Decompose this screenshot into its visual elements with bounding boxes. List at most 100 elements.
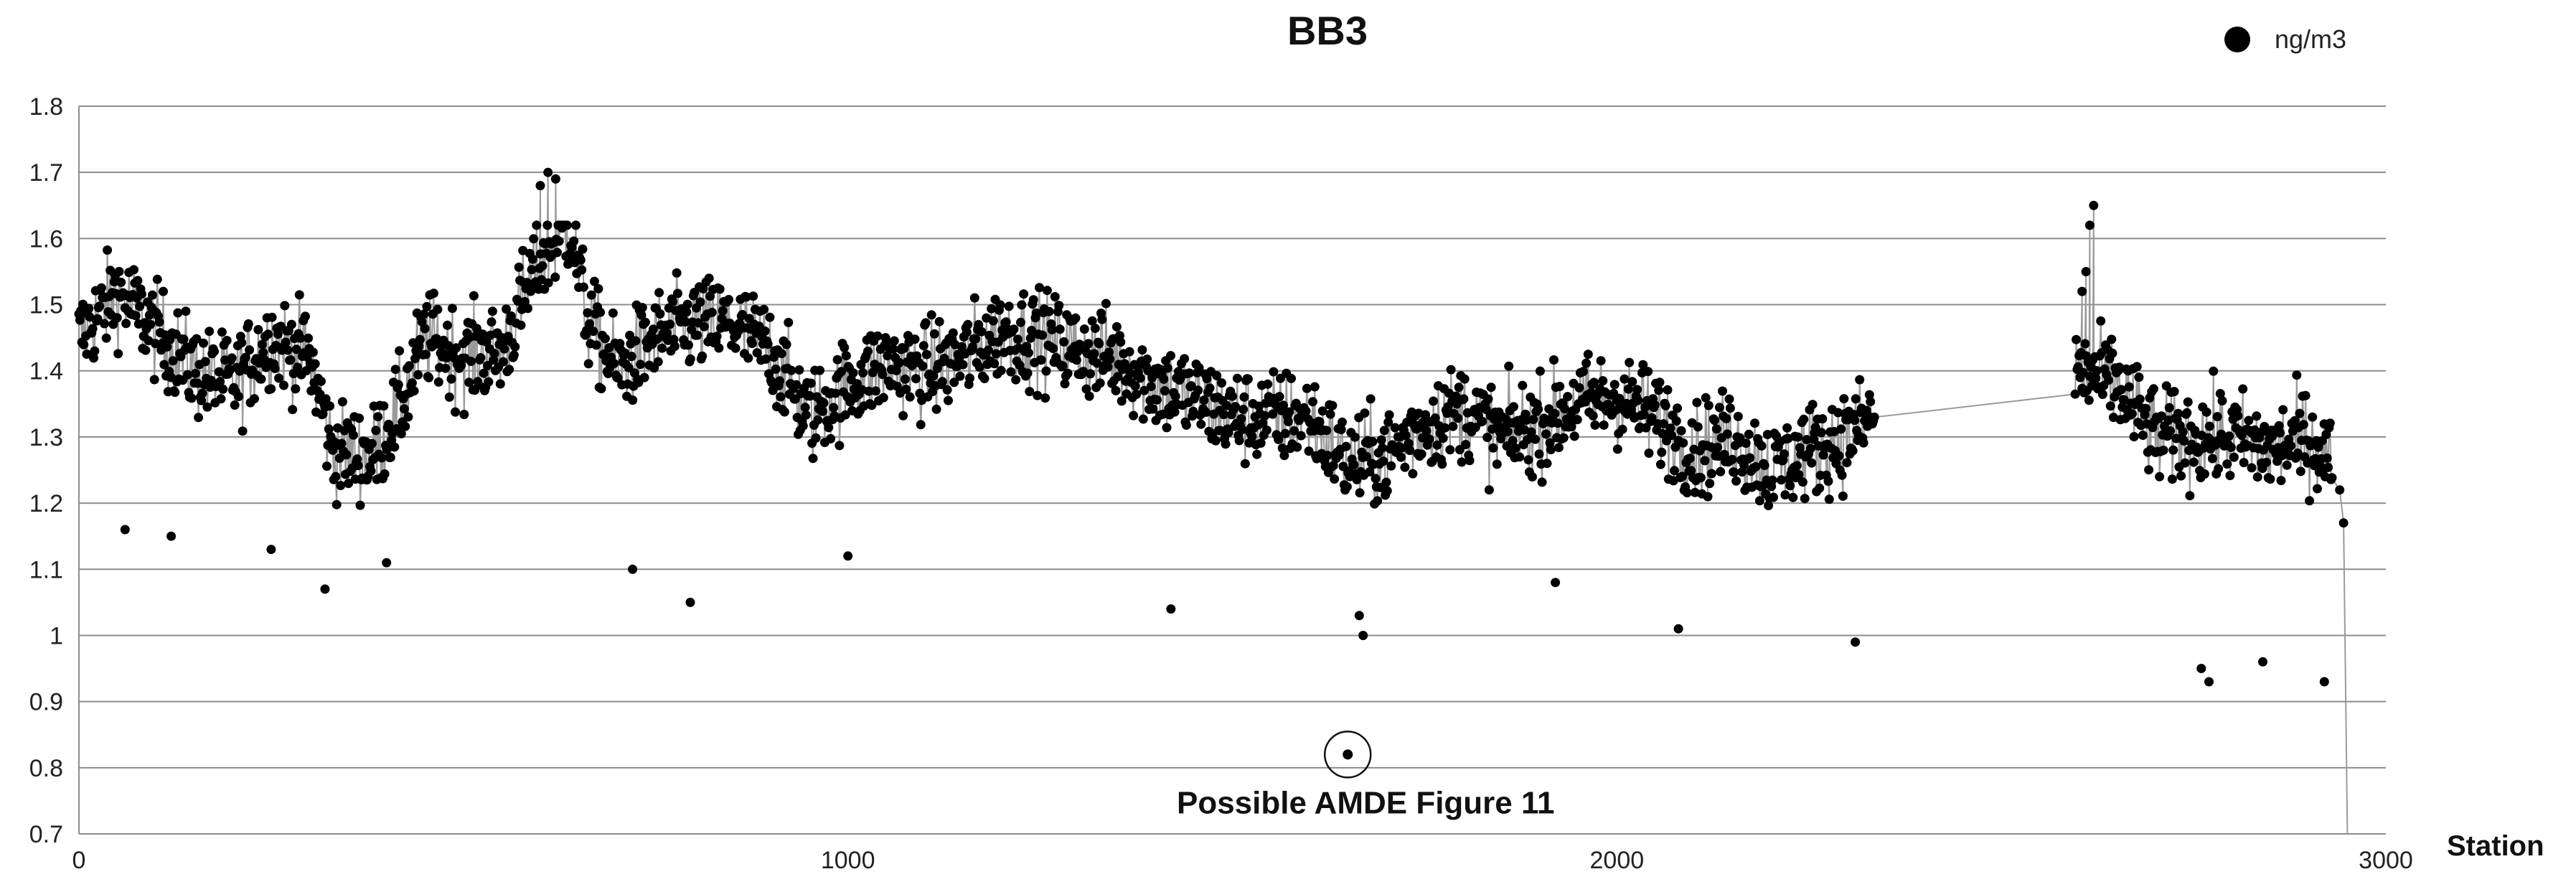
data-point (2338, 518, 2349, 528)
data-point (1287, 373, 1296, 383)
data-point (2290, 416, 2300, 426)
data-point (1188, 406, 1198, 416)
data-point (1453, 413, 1463, 423)
data-point (1304, 446, 1314, 456)
data-point (1654, 385, 1664, 395)
data-point (2156, 411, 2166, 421)
data-point (1851, 637, 1861, 647)
data-point (1279, 451, 1289, 461)
data-point (100, 319, 109, 329)
data-point (1016, 317, 1025, 327)
data-point (1805, 443, 1815, 454)
data-point (1521, 416, 1531, 425)
data-point (1559, 433, 1569, 443)
data-point (301, 311, 310, 321)
data-point (2180, 458, 2190, 468)
data-point (404, 361, 414, 371)
data-point (550, 272, 560, 282)
y-axis-ticks: 0.7 0.8 0.9 1 1.1 1.2 1.3 1.4 1.5 1.6 1.7 1.8 (29, 93, 63, 848)
data-point (469, 291, 479, 301)
data-point (1044, 306, 1054, 316)
data-point (1834, 451, 1844, 461)
data-point (95, 301, 105, 311)
data-point (1138, 414, 1148, 424)
data-point (1477, 416, 1487, 426)
data-point (1725, 403, 1735, 413)
data-point (1553, 418, 1563, 428)
data-point (944, 395, 953, 405)
data-point (1579, 367, 1588, 377)
data-point (626, 352, 636, 362)
data-point (608, 308, 618, 318)
data-point (669, 334, 679, 344)
data-point (1744, 429, 1754, 439)
data-point (1104, 347, 1114, 357)
data-point (1079, 324, 1089, 334)
data-point (1322, 451, 1332, 461)
data-point (1302, 383, 1312, 393)
data-point (955, 371, 965, 381)
data-point (543, 167, 553, 177)
data-point (672, 268, 682, 278)
data-point (250, 394, 259, 404)
data-point (699, 321, 709, 332)
data-point (1152, 395, 1162, 405)
data-point (407, 378, 417, 388)
data-point (291, 344, 301, 355)
data-point (353, 461, 363, 471)
data-point (1055, 324, 1065, 334)
data-point (1130, 381, 1140, 391)
data-point (1526, 427, 1536, 437)
data-point (310, 359, 320, 369)
data-point (1816, 428, 1826, 438)
data-point (553, 248, 562, 258)
data-point (227, 353, 237, 363)
data-point (840, 342, 850, 352)
data-point (447, 304, 457, 314)
data-point (348, 430, 358, 440)
data-point (502, 304, 511, 314)
data-point (1678, 471, 1687, 482)
data-point (2096, 316, 2106, 326)
y-tick-label: 0.9 (29, 689, 63, 716)
data-point (949, 377, 959, 388)
data-point (1869, 412, 1879, 422)
data-point (390, 442, 400, 452)
data-point (900, 374, 910, 384)
data-point (1365, 467, 1375, 476)
data-point (1075, 339, 1084, 349)
data-point (286, 319, 296, 329)
x-tick-label: 0 (72, 847, 86, 874)
data-point (459, 410, 469, 419)
data-point (1644, 449, 1654, 458)
legend-marker (2224, 27, 2250, 52)
data-point (867, 400, 877, 410)
data-point (210, 347, 219, 357)
data-point (665, 319, 675, 329)
data-point (308, 347, 318, 357)
data-point (1042, 286, 1052, 296)
data-point (1782, 423, 1792, 433)
data-point (600, 334, 610, 344)
data-point (578, 244, 588, 254)
data-point (1551, 578, 1561, 588)
data-point (2105, 401, 2115, 411)
data-point (776, 392, 786, 402)
y-tick-label: 1 (50, 622, 63, 649)
data-point (1268, 409, 1277, 419)
data-point (478, 329, 488, 339)
data-point (367, 438, 377, 449)
data-point (662, 328, 672, 338)
data-point (509, 350, 519, 360)
y-tick-label: 1.3 (29, 424, 63, 451)
data-point (988, 316, 998, 326)
data-point (441, 363, 451, 373)
data-point (321, 394, 331, 404)
data-point (682, 299, 692, 309)
data-point (135, 301, 145, 311)
data-point (707, 307, 717, 317)
data-point (830, 388, 840, 398)
x-axis-label: Station (2447, 830, 2544, 862)
data-point (894, 357, 904, 367)
data-point (776, 349, 786, 359)
